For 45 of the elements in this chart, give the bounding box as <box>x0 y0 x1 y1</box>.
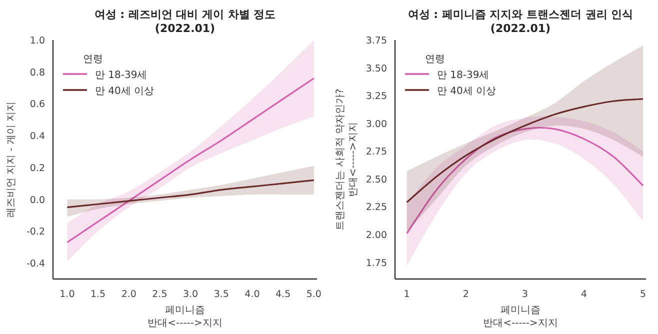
y-tick-label: -0.4 <box>26 258 45 270</box>
y-tick-label: 2.25 <box>366 202 387 214</box>
x-tick-label: 3 <box>522 289 528 300</box>
legend-label: 만 18-39세 <box>437 70 490 81</box>
y-tick-label: 0.2 <box>30 162 45 174</box>
y-tick-label: 2.50 <box>366 174 387 186</box>
y-axis-title: 레즈비언 지지 - 게이 지지 <box>6 101 17 218</box>
y-tick-label: 1.75 <box>366 258 387 269</box>
y-tick-label: 3.00 <box>366 118 387 130</box>
legend-label: 만 18-39세 <box>95 70 148 81</box>
x-tick-label: 3.5 <box>214 289 229 300</box>
x-tick-label: 4.5 <box>276 289 291 300</box>
legend-title: 연령 <box>83 54 103 65</box>
legend-label: 만 40세 이상 <box>95 86 154 97</box>
y-tick-label: 3.75 <box>366 36 387 46</box>
y-axis-title: 트랜스젠더는 사회적 약자인가? 반대<----->지지 <box>335 88 359 230</box>
y-tick-label: 3.50 <box>366 63 387 74</box>
y-tick-label: -0.2 <box>26 226 45 238</box>
chart-subtitle: (2022.01) <box>490 22 551 35</box>
y-tick-label: 3.25 <box>366 91 387 102</box>
y-tick-label: 2.75 <box>366 146 387 158</box>
x-tick-label: 1.5 <box>90 289 106 300</box>
x-tick-label: 3.0 <box>182 289 198 300</box>
y-tick-label: 2.00 <box>366 230 387 242</box>
x-axis-title: 페미니즘 반대<----->지지 <box>483 305 558 329</box>
y-tick-label: 0.0 <box>30 194 45 206</box>
x-tick-label: 5.0 <box>306 289 322 300</box>
y-tick-label: 0.8 <box>30 67 45 78</box>
chart-title: 여성 : 레즈비언 대비 게이 차별 정도 <box>94 8 276 21</box>
x-tick-label: 1.0 <box>60 289 75 300</box>
y-tick-label: 0.6 <box>30 99 45 110</box>
x-tick-label: 5 <box>640 289 646 300</box>
x-tick-label: 2 <box>462 289 469 300</box>
x-tick-label: 2.0 <box>121 289 136 300</box>
chart-subtitle: (2022.01) <box>154 22 216 35</box>
x-tick-label: 1 <box>404 289 410 300</box>
legend-label: 만 40세 이상 <box>437 86 496 97</box>
y-tick-label: 1.0 <box>30 36 45 46</box>
x-tick-label: 4.0 <box>244 289 260 300</box>
x-tick-label: 4 <box>580 289 588 300</box>
legend-title: 연령 <box>425 54 445 65</box>
chart-title: 여성 : 페미니즘 지지와 트랜스젠더 권리 인식 <box>408 8 634 21</box>
x-axis-title: 페미니즘 반대<----->지지 <box>148 305 222 329</box>
x-tick-label: 2.5 <box>152 289 168 300</box>
y-tick-label: 0.4 <box>30 131 45 142</box>
